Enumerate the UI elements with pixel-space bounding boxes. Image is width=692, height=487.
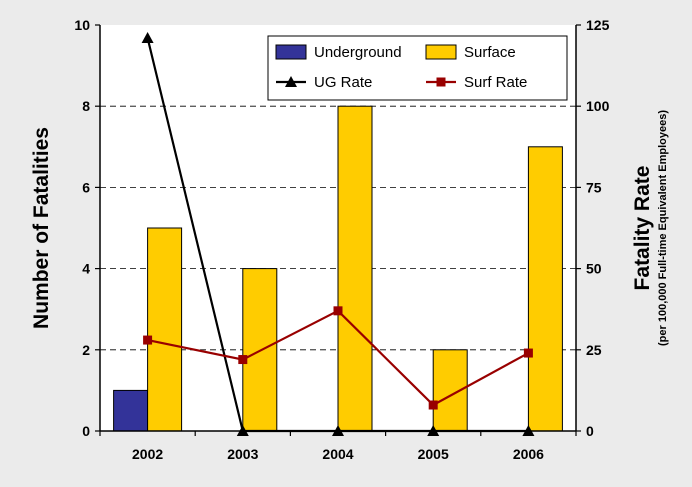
point-surf-rate bbox=[428, 400, 438, 410]
y-right-tick-label: 25 bbox=[586, 342, 602, 358]
bar-surface bbox=[147, 227, 183, 432]
legend-label-ug-rate: UG Rate bbox=[314, 74, 372, 91]
point-surf-rate bbox=[333, 306, 343, 316]
y-tick-label: 6 bbox=[82, 179, 90, 195]
x-tick-label: 2004 bbox=[322, 446, 353, 462]
y-right-tick-label: 50 bbox=[586, 261, 602, 277]
bar-underground bbox=[113, 389, 149, 432]
point-surf-rate bbox=[238, 355, 248, 365]
point-ug-rate bbox=[141, 31, 154, 43]
y-axis-label: Number of Fatalities bbox=[30, 127, 53, 329]
x-tick-label: 2002 bbox=[132, 446, 163, 462]
x-tick-label: 2005 bbox=[418, 446, 449, 462]
legend-label-underground: Underground bbox=[314, 44, 402, 61]
legend-swatch-underground bbox=[275, 44, 307, 60]
y-tick-label: 10 bbox=[74, 17, 90, 33]
y-axis-right-sublabel: (per 100,000 Full-time Equivalent Employ… bbox=[657, 110, 669, 346]
legend-marker-surf-rate bbox=[436, 77, 446, 87]
bars bbox=[113, 105, 563, 432]
y-axis-right-label: Fatality Rate bbox=[631, 166, 654, 291]
bar-surface bbox=[527, 146, 563, 432]
legend-marker-ug-rate bbox=[285, 76, 297, 87]
x-tick-label: 2006 bbox=[513, 446, 544, 462]
y-right-tick-label: 100 bbox=[586, 98, 610, 114]
y-tick-label: 0 bbox=[82, 423, 90, 439]
y-right-tick-label: 75 bbox=[586, 179, 602, 195]
point-surf-rate bbox=[143, 335, 153, 345]
x-tick-label: 2003 bbox=[227, 446, 258, 462]
y-right-tick-label: 125 bbox=[586, 17, 610, 33]
legend-box bbox=[267, 35, 568, 101]
y-tick-label: 8 bbox=[82, 98, 90, 114]
y-tick-label: 4 bbox=[82, 261, 90, 277]
y-right-tick-label: 0 bbox=[586, 423, 594, 439]
y-tick-label: 2 bbox=[82, 342, 90, 358]
bar-surface bbox=[337, 105, 373, 432]
legend-swatch-surface bbox=[425, 44, 457, 60]
legend-label-surface: Surface bbox=[464, 44, 516, 61]
legend: Underground Surface UG Rate Surf Rate bbox=[267, 35, 568, 101]
point-surf-rate bbox=[523, 348, 533, 358]
legend-label-surf-rate: Surf Rate bbox=[464, 74, 527, 91]
